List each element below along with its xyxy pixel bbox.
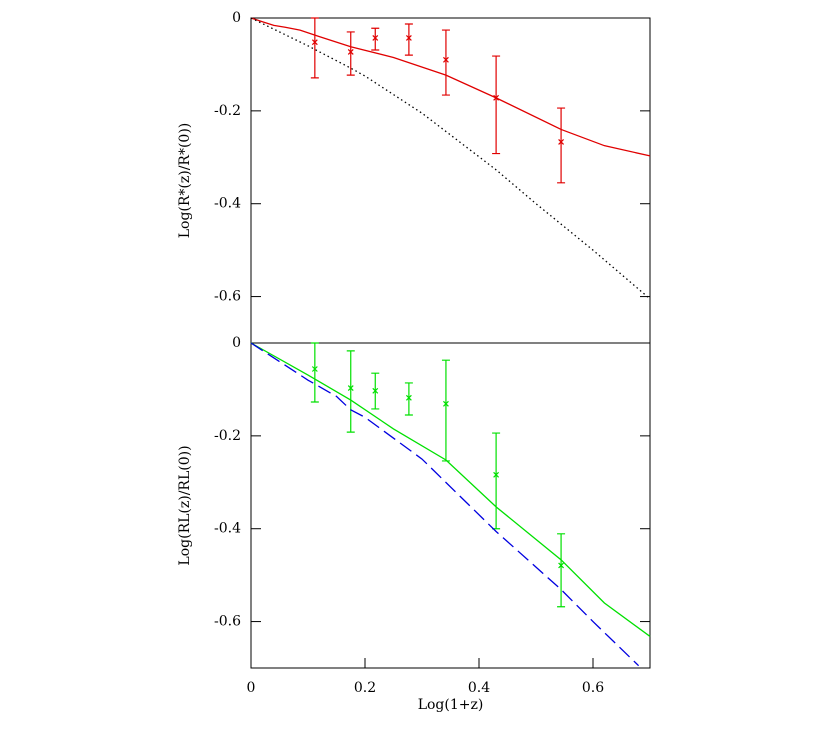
data-point bbox=[311, 39, 318, 46]
x-tick-label: 0.6 bbox=[582, 680, 604, 696]
data-point bbox=[443, 400, 449, 407]
x-tick-label: 0 bbox=[247, 680, 256, 696]
data-point bbox=[493, 471, 500, 478]
data-point bbox=[443, 56, 449, 63]
model-line bbox=[250, 17, 651, 300]
error-bar bbox=[310, 17, 319, 79]
y-tick-label: -0.4 bbox=[214, 521, 241, 537]
model-line bbox=[250, 17, 651, 157]
error-bar bbox=[310, 342, 319, 403]
error-bar bbox=[492, 432, 501, 530]
data-point bbox=[372, 35, 379, 41]
y-tick-label: 0 bbox=[232, 10, 241, 26]
plot-frame bbox=[250, 17, 651, 344]
error-bar bbox=[492, 55, 501, 155]
error-bar bbox=[441, 29, 450, 96]
y-tick-label: -0.2 bbox=[214, 428, 241, 444]
error-bar bbox=[404, 23, 413, 56]
model-line bbox=[250, 342, 640, 667]
y-tick-label: -0.2 bbox=[214, 103, 241, 119]
data-point bbox=[558, 562, 565, 569]
error-bar bbox=[346, 31, 355, 76]
error-bar bbox=[346, 350, 355, 433]
y-tick-label: -0.4 bbox=[214, 196, 241, 212]
error-bar bbox=[441, 359, 450, 462]
model-line bbox=[250, 342, 651, 637]
error-bar bbox=[404, 382, 413, 416]
data-point bbox=[405, 394, 412, 401]
error-bar bbox=[557, 533, 566, 608]
y-tick-label: -0.6 bbox=[214, 289, 241, 305]
data-point bbox=[347, 385, 354, 391]
y-axis-label: Log(RL(z)/RL(0)) bbox=[177, 445, 193, 565]
x-axis-label: Log(1+z) bbox=[418, 697, 484, 713]
data-point bbox=[372, 387, 379, 394]
data-point bbox=[311, 366, 318, 372]
error-bar bbox=[557, 107, 566, 184]
data-point bbox=[558, 139, 565, 145]
y-axis-label: Log(R*(z)/R*(0)) bbox=[177, 123, 193, 239]
x-tick-label: 0.4 bbox=[468, 680, 490, 696]
plot-frame bbox=[250, 342, 651, 669]
y-tick-label: 0 bbox=[232, 335, 241, 351]
y-tick-label: -0.6 bbox=[214, 614, 241, 630]
data-point bbox=[405, 35, 412, 41]
x-tick-label: 0.2 bbox=[354, 680, 376, 696]
data-point bbox=[347, 48, 354, 55]
error-bar bbox=[371, 27, 380, 51]
